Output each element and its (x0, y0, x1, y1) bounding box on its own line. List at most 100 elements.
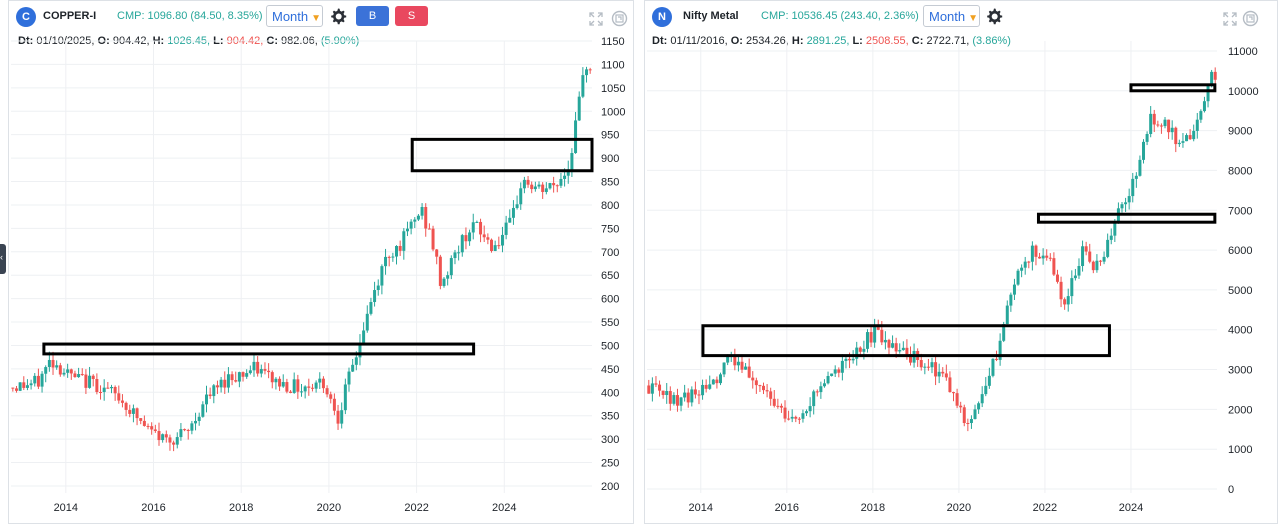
candle-body (833, 369, 837, 374)
candle-body (581, 75, 585, 97)
annotation-box[interactable] (701, 324, 1111, 358)
timeframe-select[interactable]: Month ▼ (923, 5, 980, 27)
candle-body (117, 393, 121, 401)
y-tick-label: 200 (601, 481, 619, 493)
symbol-name[interactable]: COPPER-I (43, 10, 97, 22)
candle-body (80, 374, 84, 376)
reset-icon[interactable] (611, 10, 628, 27)
timeframe-select[interactable]: Month ▼ (266, 5, 323, 27)
symbol-name[interactable]: Nifty Metal (683, 10, 739, 22)
candle-body (14, 388, 18, 391)
copper-chart[interactable]: 1150 1100 1050 1000 950 900 850 800 750 700 650 600… (9, 1, 633, 524)
low-value: 2508.55, (865, 35, 909, 47)
candle-body (1213, 71, 1217, 80)
candle-body (204, 394, 208, 405)
candle-body (844, 358, 848, 361)
candle-body (683, 392, 687, 398)
candle-body (815, 391, 819, 393)
candle-body (973, 409, 977, 420)
candle-body (1199, 111, 1203, 120)
candle-body (373, 290, 377, 303)
candle-body (263, 369, 267, 371)
candle-body (1005, 305, 1009, 325)
candle-body (744, 366, 748, 370)
candle-body (962, 407, 966, 423)
candle-body (183, 429, 187, 431)
candle-body (519, 188, 523, 205)
candle-body (891, 343, 895, 348)
candle-body (566, 169, 570, 176)
annotation-box[interactable] (1036, 212, 1217, 224)
expand-icon[interactable] (589, 12, 603, 26)
high-value: 2891.25, (806, 35, 850, 47)
candle-body (1120, 204, 1124, 209)
candle-body (647, 385, 651, 394)
candle-body (365, 313, 369, 331)
nifty-metal-chart[interactable]: 1100010000900080007000600050004000300020… (645, 1, 1277, 524)
candle-body (369, 302, 373, 314)
ohlc-info: Dt: 01/10/2025, O: 904.42, H: 1026.45, L… (18, 35, 359, 47)
y-tick-label: 3000 (1228, 365, 1252, 377)
cmp-label: CMP: 10536.45 (243.40, 2.36%) (761, 10, 919, 22)
candle-body (146, 425, 150, 427)
candle-body (998, 340, 1002, 360)
candle-body (66, 369, 70, 373)
y-tick-label: 950 (601, 130, 619, 142)
y-tick-label: 1000 (601, 106, 625, 118)
candle-body (310, 387, 314, 389)
candle-body (1192, 130, 1196, 140)
drawn-rectangles[interactable] (42, 137, 594, 356)
candle-body (51, 359, 55, 368)
x-axis: 2014 2016 2018 2020 2022 2024 (54, 502, 517, 514)
candle-body (157, 431, 161, 441)
drawn-rectangles[interactable] (701, 83, 1217, 358)
candle-body (106, 387, 110, 389)
candle-body (468, 232, 472, 242)
expand-icon[interactable] (1223, 12, 1237, 26)
open-label: O: (730, 35, 743, 47)
candle-body (830, 373, 834, 376)
y-tick-label: 500 (601, 340, 619, 352)
candle-body (511, 207, 515, 218)
y-tick-label: 650 (601, 270, 619, 282)
candle-body (442, 278, 446, 286)
y-axis: 1150 1100 1050 1000 950 900 850 800 750 700 650 600… (601, 36, 625, 493)
candle-body (321, 378, 325, 389)
candle-body (446, 275, 450, 279)
candle-body (1106, 239, 1110, 257)
candle-body (1188, 135, 1192, 140)
candle-body (1070, 278, 1074, 297)
candle-body (131, 408, 135, 414)
candle-body (855, 347, 859, 359)
candle-body (747, 366, 751, 378)
candle-body (438, 256, 442, 286)
candle-body (230, 374, 234, 381)
candle-body (693, 389, 697, 395)
candle-body (762, 385, 766, 391)
candle-body (822, 383, 826, 387)
candle-body (1210, 71, 1214, 85)
annotation-box[interactable] (1129, 83, 1217, 93)
candle-body (58, 365, 62, 375)
candle-body (530, 184, 534, 190)
candle-body (226, 374, 230, 388)
candle-body (190, 423, 194, 431)
reset-icon[interactable] (1242, 10, 1259, 27)
candle-body (987, 375, 991, 386)
candle-body (1020, 267, 1024, 271)
candle-body (686, 392, 690, 403)
sell-button[interactable]: S (395, 6, 428, 26)
y-tick-label: 10000 (1228, 86, 1259, 98)
y-tick-label: 450 (601, 364, 619, 376)
annotation-box[interactable] (42, 342, 476, 356)
gear-icon[interactable] (985, 7, 1003, 25)
buy-button[interactable]: B (356, 6, 389, 26)
gear-icon[interactable] (329, 7, 347, 25)
candle-body (848, 358, 852, 361)
candle-body (701, 384, 705, 396)
sidebar-toggle-handle[interactable]: ‹ (0, 244, 6, 274)
annotation-box[interactable] (410, 137, 594, 173)
candle-body (1081, 246, 1085, 267)
candle-body (1181, 141, 1185, 143)
candle-body (905, 347, 909, 355)
